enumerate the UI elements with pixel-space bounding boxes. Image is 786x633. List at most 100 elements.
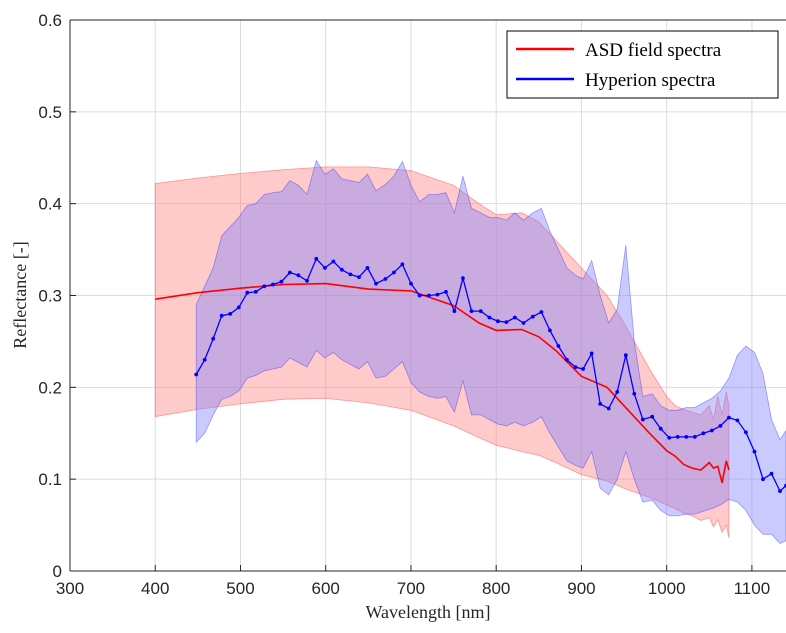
- hyperion-data-point: [684, 435, 689, 439]
- y-tick-label: 0.2: [38, 378, 62, 397]
- legend-label-hyperion: Hyperion spectra: [585, 70, 716, 91]
- hyperion-data-point: [417, 293, 422, 298]
- hyperion-data-point: [718, 424, 723, 428]
- hyperion-data-point: [323, 266, 327, 270]
- hyperion-data-point: [598, 402, 603, 406]
- axes: [69, 19, 786, 572]
- hyperion-data-point: [383, 277, 388, 281]
- x-tick-label: 400: [141, 579, 169, 598]
- x-tick-label: 1100: [734, 579, 771, 598]
- y-tick-label: 0.1: [38, 470, 62, 489]
- asd-mean-line: [155, 282, 730, 484]
- hyperion-data-point: [374, 281, 378, 286]
- hyperion-data-point: [675, 435, 680, 439]
- hyperion-data-point: [253, 289, 258, 294]
- hyperion-data-point: [245, 290, 250, 295]
- hyperion-data-point: [461, 276, 465, 280]
- hyperion-data-point: [573, 365, 578, 369]
- hyperion-mean-line: [195, 257, 786, 493]
- hyperion-data-point: [271, 282, 275, 287]
- x-tick-label: 900: [567, 579, 595, 598]
- y-tick-label: 0: [53, 562, 62, 581]
- hyperion-data-point: [469, 309, 474, 313]
- hyperion-data-point: [632, 391, 637, 396]
- hyperion-data-point: [487, 315, 492, 320]
- x-tick-label: 600: [312, 579, 340, 598]
- x-tick-label: 500: [226, 579, 254, 598]
- tick-labels: 300 400 500 600 700 800 900 1000 1100 0 0.1 0.2 0.3 0…: [38, 11, 770, 598]
- hyperion-data-point: [331, 259, 336, 264]
- hyperion-data-point: [530, 314, 535, 319]
- hyperion-data-point: [709, 428, 714, 433]
- hyperion-data-point: [606, 406, 611, 411]
- hyperion-data-point: [435, 292, 440, 297]
- hyperion-data-point: [744, 430, 748, 435]
- hyperion-data-point: [548, 328, 552, 333]
- hyperion-data-point: [228, 312, 233, 316]
- hyperion-data-point: [658, 426, 663, 431]
- hyperion-data-point: [478, 309, 483, 313]
- hyperion-data-point: [452, 309, 457, 313]
- y-axis-title: Reflectance [-]: [10, 241, 30, 348]
- hyperion-data-point: [400, 262, 405, 267]
- hyperion-data-point: [392, 270, 396, 275]
- hyperion-data-point: [211, 336, 216, 341]
- hyperion-data-point: [305, 278, 309, 283]
- x-tick-label: 1000: [648, 579, 686, 598]
- hyperion-data-point: [623, 353, 628, 358]
- y-tick-label: 0.6: [38, 11, 62, 30]
- hyperion-data-point: [701, 431, 706, 436]
- legend-label-asd: ASD field spectra: [585, 40, 722, 61]
- hyperion-data-point: [409, 281, 413, 286]
- hyperion-data-point: [296, 273, 301, 278]
- hyperion-data-point: [444, 289, 448, 294]
- hyperion-data-point: [194, 372, 199, 377]
- hyperion-data-point: [778, 489, 782, 493]
- hyperion-data-point: [202, 357, 207, 362]
- series-lines: [155, 256, 786, 493]
- hyperion-data-point: [692, 435, 697, 439]
- hyperion-data-point: [589, 351, 594, 356]
- hyperion-data-point: [650, 414, 655, 419]
- hyperion-data-point: [504, 320, 509, 324]
- hyperion-data-point: [288, 270, 292, 275]
- legend: ASD field spectra Hyperion spectra: [506, 30, 779, 99]
- hyperion-data-point: [279, 279, 284, 284]
- hyperion-data-point: [365, 266, 370, 270]
- hyperion-data-point: [761, 477, 765, 482]
- hyperion-data-point: [314, 256, 319, 261]
- hyperion-data-point: [769, 471, 774, 476]
- hyperion-data-point: [236, 305, 241, 310]
- x-tick-label: 700: [397, 579, 425, 598]
- hyperion-data-point: [615, 390, 620, 394]
- hyperion-data-point: [581, 367, 585, 371]
- hyperion-data-point: [219, 313, 224, 318]
- y-tick-label: 0.4: [38, 195, 62, 214]
- hyperion-data-point: [667, 435, 672, 440]
- hyperion-data-point: [357, 275, 361, 279]
- asd-spread-band: [154, 166, 730, 538]
- hyperion-data-point: [262, 284, 267, 289]
- spread-bands: [154, 159, 786, 544]
- y-tick-label: 0.3: [38, 287, 62, 306]
- hyperion-data-point: [513, 315, 517, 320]
- x-tick-label: 300: [56, 579, 84, 598]
- hyperion-data-point: [496, 319, 500, 324]
- y-tick-label: 0.5: [38, 103, 62, 122]
- hyperion-data-point: [539, 310, 544, 314]
- hyperion-data-point: [340, 267, 344, 272]
- hyperion-data-point: [565, 357, 569, 362]
- hyperion-data-point: [521, 321, 526, 325]
- hyperion-data-point: [735, 418, 740, 423]
- x-tick-label: 800: [482, 579, 510, 598]
- hyperion-data-point: [556, 344, 561, 348]
- hyperion-data-point: [348, 272, 353, 277]
- hyperion-data-point: [640, 417, 645, 422]
- hyperion-spread-band: [195, 159, 786, 544]
- hyperion-data-point: [427, 293, 431, 298]
- legend-box: [506, 30, 779, 99]
- hyperion-data-point: [752, 449, 757, 454]
- x-axis-title: Wavelength [nm]: [365, 602, 490, 622]
- hyperion-data-point: [727, 415, 731, 420]
